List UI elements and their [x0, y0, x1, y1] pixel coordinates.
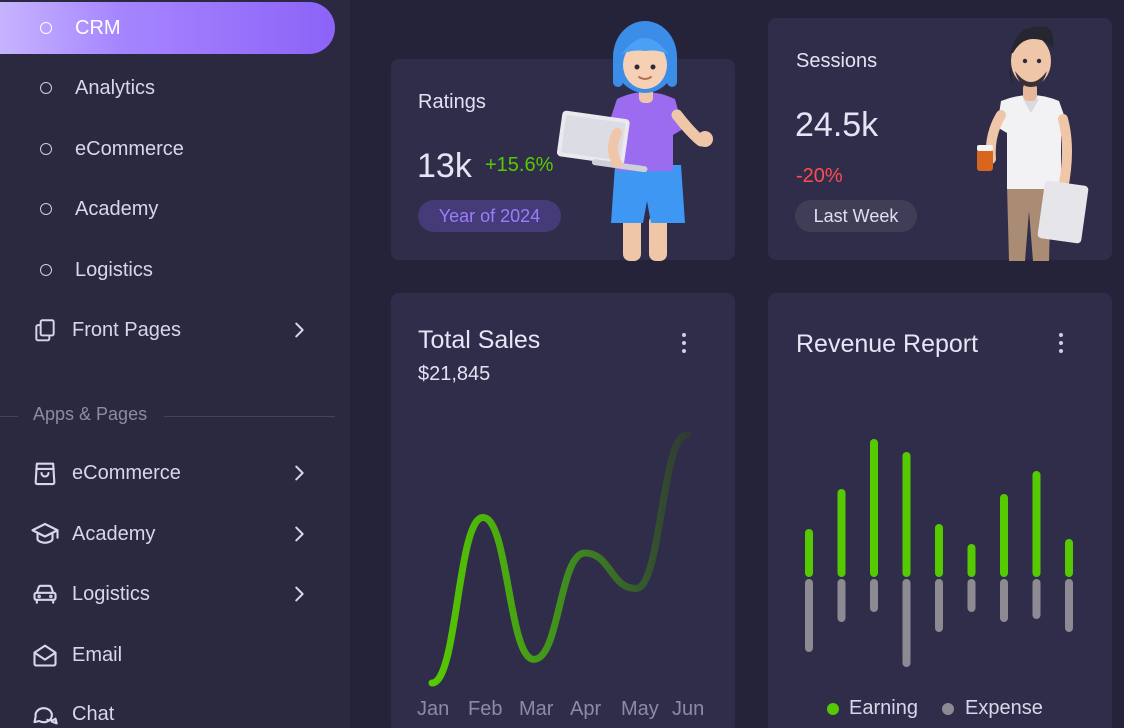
card-title: Ratings	[418, 91, 486, 113]
circle-icon	[40, 22, 52, 34]
more-options-icon[interactable]	[1051, 329, 1071, 359]
more-options-icon[interactable]	[674, 329, 694, 359]
sidebar-item-label: eCommerce	[75, 137, 184, 160]
circle-icon	[40, 203, 52, 215]
sidebar-item-chat[interactable]: Chat	[0, 688, 335, 728]
total-sales-chart	[428, 431, 691, 687]
ratings-card: Ratings 13k +15.6% Year of 2024	[391, 59, 735, 260]
sidebar-item-ecommerce[interactable]: eCommerce	[0, 447, 335, 499]
sidebar-item-academy[interactable]: Academy	[0, 508, 335, 560]
sidebar-item-label: Email	[72, 643, 123, 666]
sessions-change: -20%	[796, 165, 843, 187]
sidebar-item-label: Academy	[75, 197, 159, 220]
sidebar-item-ecommerce-dashboard[interactable]: eCommerce	[0, 123, 335, 175]
sidebar-item-label: Analytics	[75, 76, 156, 99]
status-badge: Year of 2024	[418, 200, 561, 232]
revenue-report-chart	[805, 439, 1073, 667]
chevron-right-icon	[288, 523, 310, 545]
x-axis-tick-label: Apr	[570, 698, 602, 720]
chevron-right-icon	[288, 583, 310, 605]
sidebar-item-label: Front Pages	[72, 318, 181, 341]
chevron-right-icon	[288, 319, 310, 341]
man-with-coffee-illustration	[977, 26, 1089, 261]
graduation-cap-icon	[30, 519, 60, 549]
x-axis-tick-label: Jun	[672, 698, 705, 720]
legend-earning-label: Earning	[849, 697, 918, 719]
sidebar: CRM Analytics eCommerce Academy Logistic…	[0, 0, 350, 728]
section-title: Apps & Pages	[33, 404, 148, 424]
divider	[0, 416, 18, 417]
sidebar-item-label: Logistics	[75, 258, 153, 281]
chevron-right-icon	[288, 462, 310, 484]
circle-icon	[40, 143, 52, 155]
legend-expense-label: Expense	[965, 697, 1043, 719]
x-axis-tick-label: Feb	[468, 698, 503, 720]
sidebar-item-analytics[interactable]: Analytics	[0, 62, 335, 114]
sidebar-item-logistics-dashboard[interactable]: Logistics	[0, 244, 335, 296]
card-title: Total Sales	[418, 326, 541, 354]
shopping-bag-icon	[30, 458, 60, 488]
sessions-value: 24.5k	[795, 106, 879, 144]
sales-series-line	[428, 431, 691, 687]
ratings-value: 13k	[417, 147, 472, 185]
legend-earning-marker	[827, 703, 839, 715]
sidebar-item-email[interactable]: Email	[0, 629, 335, 681]
sidebar-item-academy-dashboard[interactable]: Academy	[0, 183, 335, 235]
total-sales-value: $21,845	[418, 363, 491, 385]
x-axis-tick-label: May	[621, 698, 659, 720]
sidebar-item-label: Academy	[72, 522, 156, 545]
sidebar-item-logistics[interactable]: Logistics	[0, 568, 335, 620]
sidebar-item-crm[interactable]: CRM	[0, 2, 335, 54]
revenue-report-card: Revenue Report	[768, 293, 1112, 728]
mail-icon	[30, 640, 60, 670]
sidebar-item-label: Chat	[72, 702, 115, 725]
divider	[164, 416, 335, 417]
circle-icon	[40, 82, 52, 94]
card-title: Sessions	[796, 50, 878, 72]
legend-expense-marker	[942, 703, 954, 715]
x-axis-tick-label: Mar	[519, 698, 554, 720]
files-icon	[30, 315, 60, 345]
ratings-change: +15.6%	[485, 154, 554, 176]
truck-icon	[30, 579, 60, 609]
sidebar-item-label: eCommerce	[72, 461, 181, 484]
x-axis-tick-label: Jan	[417, 698, 450, 720]
circle-icon	[40, 264, 52, 276]
sidebar-item-label: CRM	[75, 16, 121, 39]
chat-icon	[30, 699, 60, 728]
status-badge: Last Week	[795, 200, 917, 232]
girl-with-laptop-illustration	[556, 21, 713, 261]
card-title: Revenue Report	[796, 330, 979, 358]
sidebar-item-label: Logistics	[72, 582, 150, 605]
sidebar-item-front-pages[interactable]: Front Pages	[0, 304, 335, 356]
